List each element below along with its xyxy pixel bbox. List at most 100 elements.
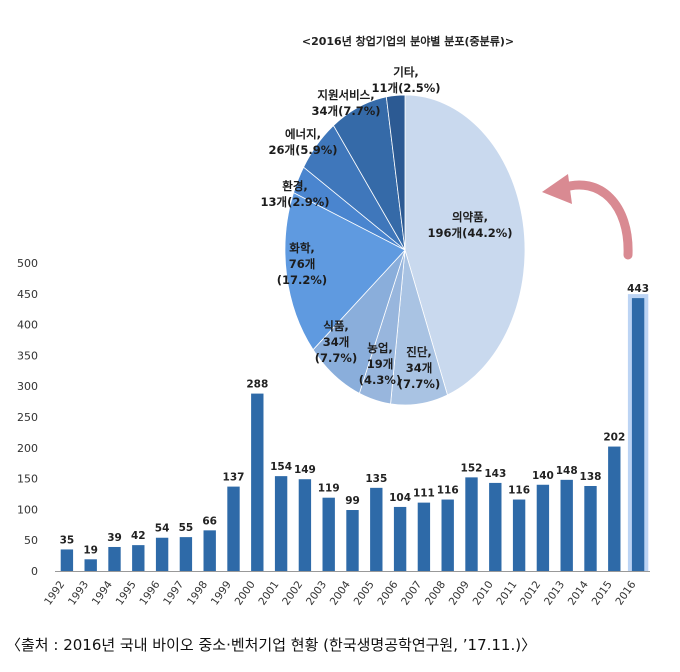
bar-1997 xyxy=(179,537,193,571)
bar-2005 xyxy=(370,487,383,571)
pie-label-line: 13개(2.9%) xyxy=(261,195,330,209)
y-tick-label: 450 xyxy=(17,288,38,301)
x-tick-label-1995: 1995 xyxy=(114,579,139,608)
pie-label-8: 지원서비스, 34개(7.7%) xyxy=(312,88,381,118)
pie-label-4: 식품, 34개 (7.7%) xyxy=(315,319,357,365)
pie-slice-1 xyxy=(404,94,526,396)
bar-2012 xyxy=(536,484,550,571)
data-label-2013: 148 xyxy=(556,465,578,477)
pie-label-line: 진단, xyxy=(406,345,432,359)
pie-chart: 의약품,196개(44.2%)진단,34개(7.7%)농업,19개(4.3%)식… xyxy=(261,65,526,406)
x-tick-label-2010: 2010 xyxy=(471,579,496,608)
bar-1993 xyxy=(84,559,97,571)
x-tick-label-2004: 2004 xyxy=(328,579,353,608)
bar-1992 xyxy=(60,549,74,571)
pie-label-6: 환경, 13개(2.9%) xyxy=(261,179,330,209)
x-tick-label-1996: 1996 xyxy=(137,579,162,608)
x-tick-label-1992: 1992 xyxy=(42,579,67,608)
x-tick-label-2012: 2012 xyxy=(518,579,543,608)
x-tick-label-2011: 2011 xyxy=(494,579,519,608)
source-note: 〈출처 : 2016년 국내 바이오 중소·벤처기업 현황 (한국생명공학연구원… xyxy=(6,636,537,654)
pie-label-line: (17.2%) xyxy=(277,273,327,287)
data-label-2003: 119 xyxy=(318,483,340,495)
data-label-1993: 19 xyxy=(83,544,98,556)
pie-title: <2016년 창업기업의 분야별 분포(중분류)> xyxy=(302,34,514,48)
y-tick-label: 100 xyxy=(17,503,38,516)
bar-2006 xyxy=(393,506,407,571)
pie-label-line: 34개(7.7%) xyxy=(312,104,381,118)
y-tick-label: 400 xyxy=(17,319,38,332)
bar-2015 xyxy=(608,446,621,571)
data-label-2007: 111 xyxy=(413,488,435,500)
data-label-2015: 202 xyxy=(603,432,625,444)
pie-label-line: 34개 xyxy=(323,335,350,349)
bar-2000 xyxy=(251,393,264,571)
data-label-2014: 138 xyxy=(580,471,602,483)
x-tick-label-1994: 1994 xyxy=(90,579,115,608)
arrow-curve xyxy=(557,180,633,260)
bar-1996 xyxy=(155,537,169,571)
data-label-1995: 42 xyxy=(131,530,146,542)
x-tick-label-2001: 2001 xyxy=(256,579,281,608)
bar-2004 xyxy=(346,510,359,571)
bar-2002 xyxy=(298,479,312,571)
bar-2011 xyxy=(512,499,526,571)
bar-2003 xyxy=(322,497,335,571)
y-tick-label: 250 xyxy=(17,411,38,424)
x-tick-label-2006: 2006 xyxy=(375,579,400,608)
bar-1994 xyxy=(108,546,121,571)
data-label-2000: 288 xyxy=(246,379,268,391)
bar-2014 xyxy=(584,485,597,571)
data-label-2012: 140 xyxy=(532,470,554,482)
x-tick-label-2008: 2008 xyxy=(423,579,448,608)
data-label-2011: 116 xyxy=(508,485,530,497)
y-tick-label: 150 xyxy=(17,473,38,486)
pie-label-line: (4.3%) xyxy=(359,373,401,387)
pie-label-line: (7.7%) xyxy=(398,377,440,391)
pie-label-line: 기타, xyxy=(393,65,419,79)
y-tick-label: 350 xyxy=(17,349,38,362)
y-tick-label: 50 xyxy=(24,534,38,547)
pie-label-line: 에너지, xyxy=(285,127,321,141)
pie-label-line: 농업, xyxy=(367,341,393,355)
bar-2007 xyxy=(417,502,431,571)
bar-1998 xyxy=(203,530,216,571)
x-tick-label-1999: 1999 xyxy=(209,579,234,608)
data-label-1994: 39 xyxy=(107,532,122,544)
bar-1999 xyxy=(227,486,240,571)
x-tick-label-1997: 1997 xyxy=(161,579,186,608)
pie-label-2: 진단, 34개 (7.7%) xyxy=(398,345,440,391)
y-tick-label: 200 xyxy=(17,442,38,455)
data-label-2016: 443 xyxy=(627,283,649,295)
data-label-2004: 99 xyxy=(345,495,360,507)
pie-label-line: 196개(44.2%) xyxy=(428,226,513,240)
pie-label-line: 76개 xyxy=(289,257,316,271)
data-label-2010: 143 xyxy=(484,468,506,480)
arrow-head xyxy=(542,174,572,204)
x-tick-label-1993: 1993 xyxy=(66,579,91,608)
y-tick-label: 300 xyxy=(17,380,38,393)
data-label-2002: 149 xyxy=(294,464,316,476)
data-label-1992: 35 xyxy=(60,534,75,546)
bar-2008 xyxy=(441,499,454,571)
pie-label-line: 26개(5.9%) xyxy=(269,143,338,157)
x-tick-label-2000: 2000 xyxy=(233,579,258,608)
pie-label-1: 의약품, 196개(44.2%) xyxy=(428,210,513,240)
pie-label-line: 의약품, xyxy=(452,210,488,224)
data-label-2008: 116 xyxy=(437,485,459,497)
x-tick-label-2007: 2007 xyxy=(399,579,424,608)
x-tick-label-2009: 2009 xyxy=(447,579,472,608)
data-label-2005: 135 xyxy=(365,473,387,485)
bar-2001 xyxy=(274,476,288,571)
pie-label-line: (7.7%) xyxy=(315,351,357,365)
x-tick-label-2015: 2015 xyxy=(590,579,615,608)
bar-2013 xyxy=(560,479,573,571)
pie-label-9: 기타, 11개(2.5%) xyxy=(372,65,441,95)
pie-label-7: 에너지, 26개(5.9%) xyxy=(269,127,338,157)
pie-label-line: 34개 xyxy=(406,361,433,375)
y-tick-label: 0 xyxy=(31,565,38,578)
y-tick-label: 500 xyxy=(17,257,38,270)
x-tick-label-2013: 2013 xyxy=(542,579,567,608)
x-tick-label-2016: 2016 xyxy=(613,579,638,608)
